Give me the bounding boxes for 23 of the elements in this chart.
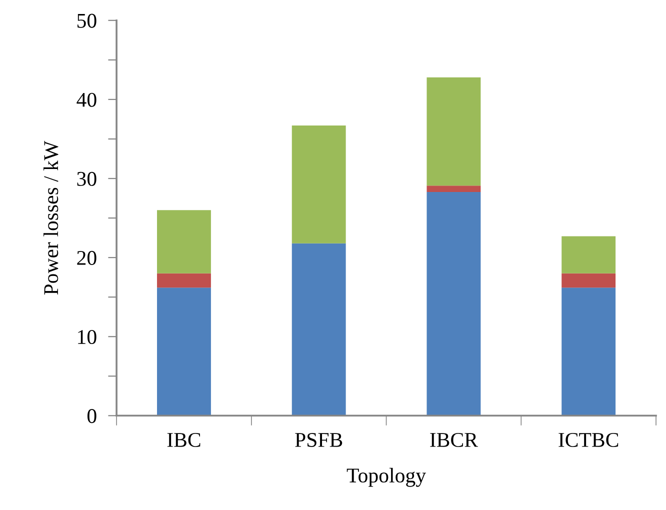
- bar: [157, 288, 211, 416]
- bar: [562, 236, 616, 274]
- y-tick-label: 40: [76, 92, 96, 107]
- y-tick-label: 20: [77, 250, 96, 265]
- bar: [292, 243, 346, 416]
- bar: [426, 192, 481, 416]
- bar: [562, 273, 616, 288]
- x-tick-label: IBCR: [430, 432, 478, 447]
- y-tick-label: 30: [77, 172, 96, 186]
- bar: [426, 186, 481, 192]
- bar: [426, 77, 481, 186]
- bar: [292, 126, 346, 244]
- y-tick-label: 50: [77, 14, 96, 28]
- bar: [157, 210, 211, 274]
- x-tick-label: IBC: [167, 432, 200, 447]
- bar: [157, 273, 211, 288]
- x-tick-label: ICTBC: [558, 432, 618, 447]
- y-axis-title: Power losses / kW: [43, 140, 58, 295]
- y-tick-label: 10: [78, 330, 96, 344]
- x-axis-title: Topology: [346, 468, 426, 487]
- x-tick-label: PSFB: [295, 432, 342, 447]
- y-tick-label: 0: [87, 409, 96, 424]
- bar: [562, 288, 616, 416]
